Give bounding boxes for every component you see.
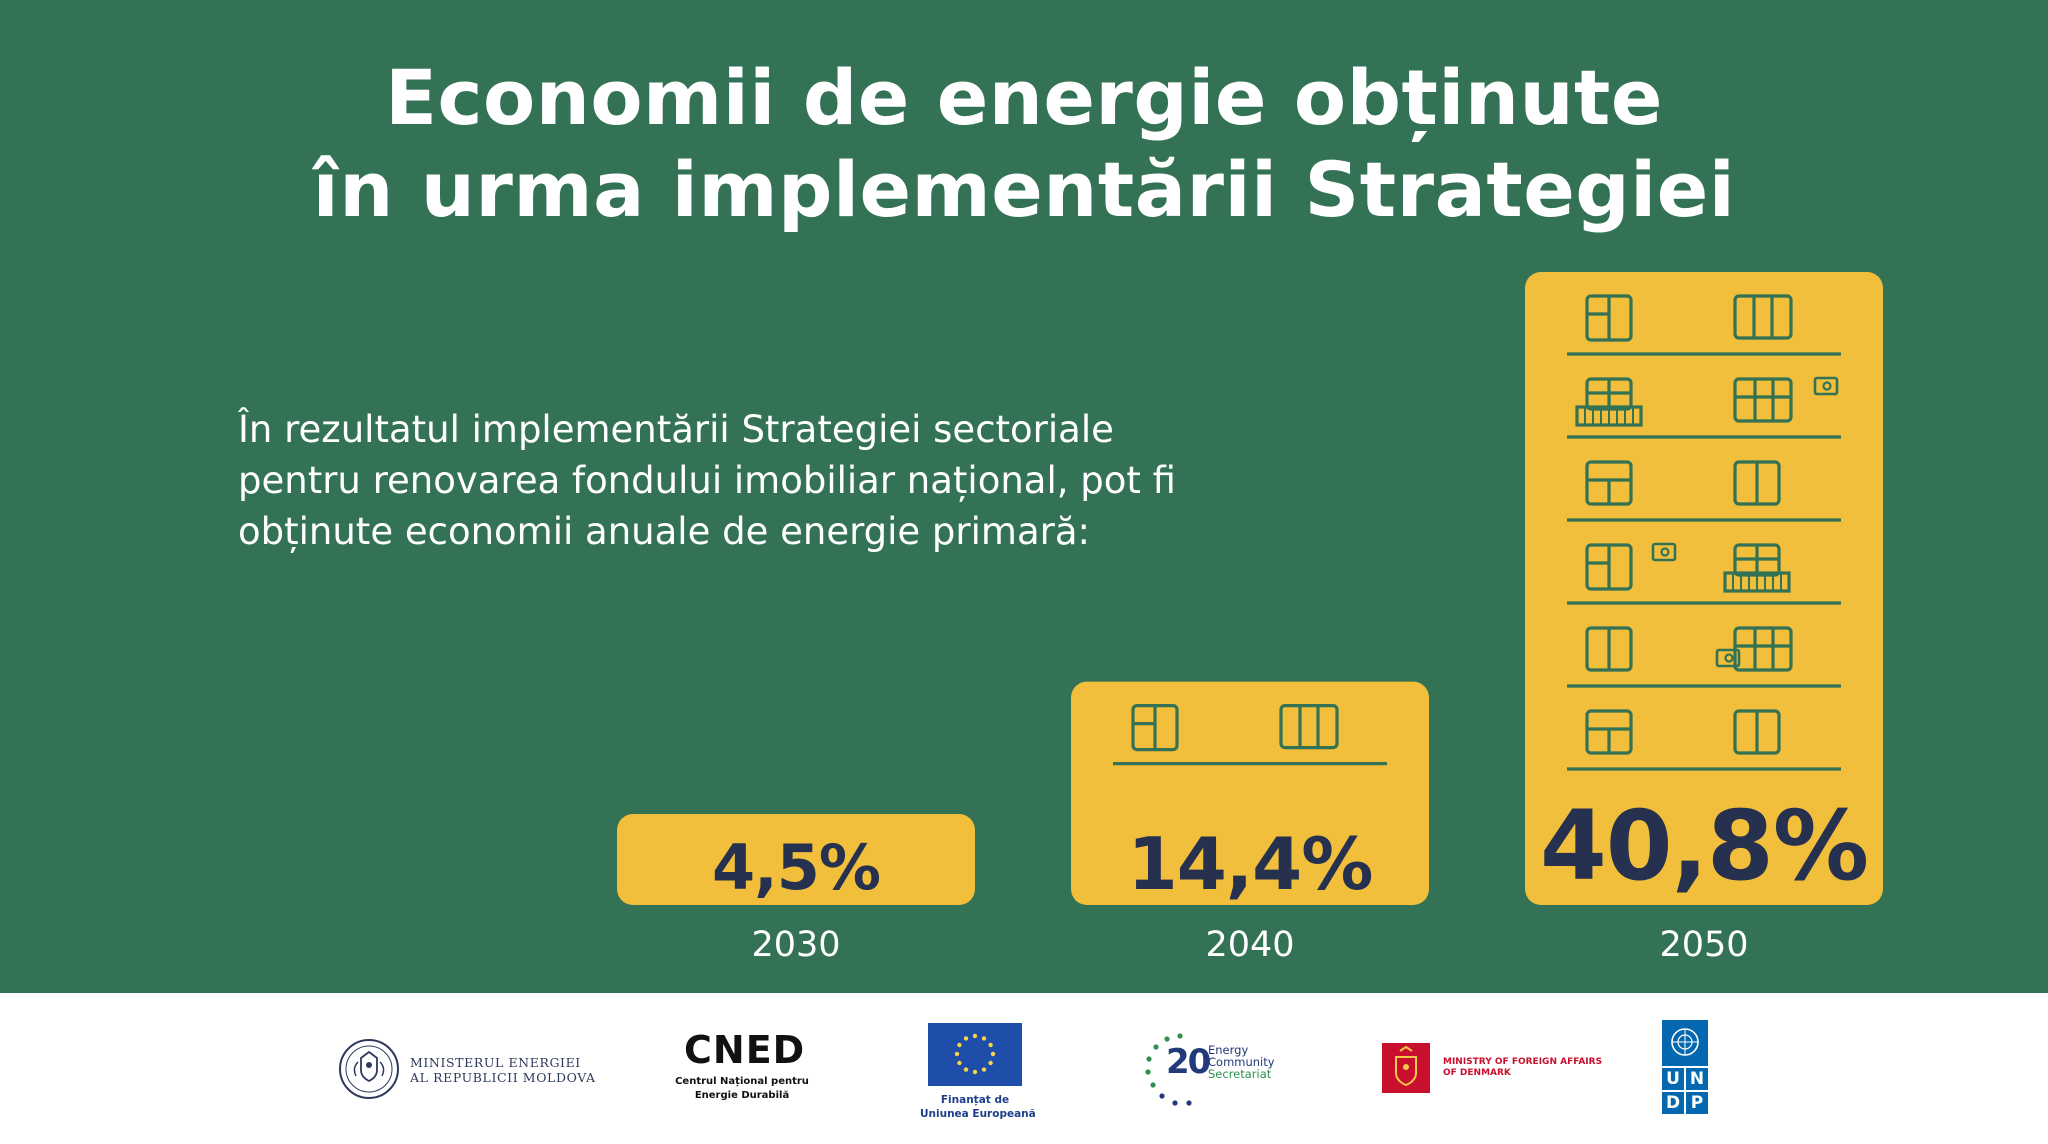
value-label-2030: 4,5% [712, 831, 880, 904]
value-label-2050: 40,8% [1540, 790, 1868, 902]
bar-2040 [1071, 681, 1429, 905]
un-emblem-icon [1671, 1028, 1699, 1056]
savings-bar-chart: 4,5% 2030 14,4% 2040 40,8% 2050 [617, 272, 1883, 965]
storey-icon [1585, 709, 1781, 755]
page-title: Economii de energie obținute în urma imp… [0, 52, 2048, 236]
intro-line-2: pentru renovarea fondului imobiliar nați… [238, 459, 1176, 502]
ministry-line-1: MINISTERUL ENERGIEI [410, 1055, 581, 1070]
bar-group-2040: 14,4% 2040 [1071, 681, 1429, 965]
undp-letter-p: P [1686, 1092, 1708, 1114]
partner-logos-footer: MINISTERUL ENERGIEI AL REPUBLICII MOLDOV… [0, 993, 2048, 1144]
energy-community-line-1: Energy [1208, 1043, 1249, 1057]
undp-letter-n: N [1686, 1068, 1708, 1090]
coat-of-arms-icon [339, 1039, 399, 1099]
intro-line-1: În rezultatul implementării Strategiei s… [238, 408, 1114, 451]
value-label-2040: 14,4% [1128, 822, 1373, 906]
title-line-1: Economii de energie obținute [385, 53, 1663, 142]
storey-icon [1585, 460, 1781, 506]
undp-emblem-box [1662, 1020, 1708, 1066]
denmark-line-2: OF DENMARK [1443, 1068, 1511, 1078]
undp-logo: U N D P [1662, 1020, 1710, 1116]
cned-line-1: Centrul Național pentru [675, 1076, 809, 1087]
eu-logo: Finanțat de Uniunea Europeană [920, 1023, 1036, 1123]
title-line-2: în urma implementării Strategiei [312, 145, 1736, 234]
storey-icon [1131, 703, 1339, 752]
eu-flag-icon [928, 1023, 1022, 1086]
undp-letter-u: U [1662, 1068, 1684, 1090]
ministry-line-2: AL REPUBLICII MOLDOVA [410, 1070, 596, 1085]
intro-paragraph: În rezultatul implementării Strategiei s… [238, 404, 1218, 557]
bar-2050 [1525, 272, 1883, 905]
ministry-logo: MINISTERUL ENERGIEI AL REPUBLICII MOLDOV… [338, 1032, 595, 1106]
intro-line-3: obținute economii anuale de energie prim… [238, 510, 1090, 553]
storey-icon [1585, 294, 1793, 342]
storey-icon [1585, 626, 1793, 672]
cned-wordmark: CNED [684, 1028, 806, 1072]
bar-2030 [617, 814, 975, 905]
energy-community-line-3: Secretariat [1208, 1067, 1272, 1081]
cned-logo: CNED Centrul Național pentru Energie Dur… [672, 1028, 812, 1101]
category-label-2040: 2040 [1205, 925, 1294, 965]
bar-group-2050: 40,8% 2050 [1525, 272, 1883, 965]
eu-line-2: Uniunea Europeană [920, 1108, 1036, 1120]
storey-icon [1585, 542, 1791, 593]
denmark-line-1: MINISTRY OF FOREIGN AFFAIRS [1443, 1057, 1603, 1067]
cned-line-2: Energie Durabilă [694, 1090, 790, 1101]
category-label-2030: 2030 [751, 925, 840, 965]
star-ring-icon [1145, 1033, 1192, 1106]
bar-group-2030: 4,5% 2030 [617, 814, 975, 965]
storey-icon [1575, 376, 1839, 427]
energy-community-logo: 20 Energy Community Secretariat [1140, 1030, 1290, 1110]
energy-community-line-2: Community [1208, 1055, 1275, 1069]
undp-letter-d: D [1662, 1092, 1684, 1114]
energy-community-number: 20 [1166, 1042, 1211, 1082]
category-label-2050: 2050 [1659, 925, 1748, 965]
denmark-logo: MINISTRY OF FOREIGN AFFAIRS OF DENMARK [1382, 1043, 1602, 1093]
eu-line-1: Finanțat de [940, 1094, 1010, 1106]
danish-crest-icon [1382, 1043, 1430, 1093]
